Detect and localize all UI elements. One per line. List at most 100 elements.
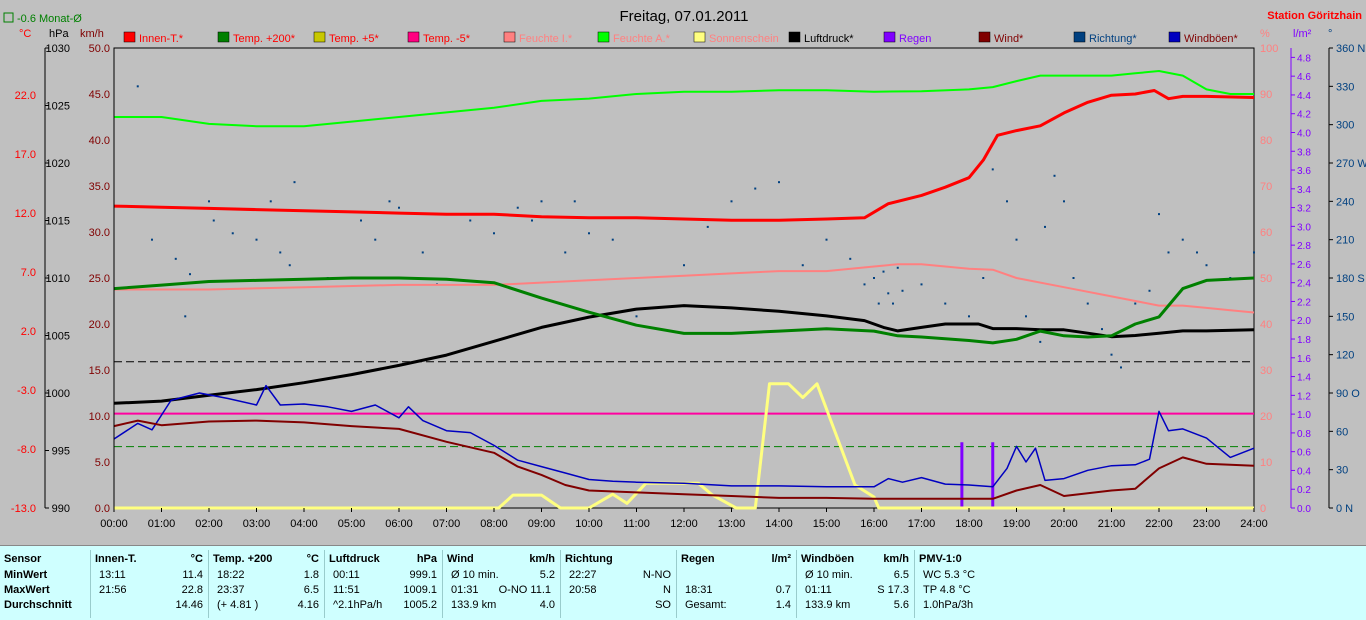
direction-point (189, 273, 191, 276)
rain-tick-label: 4.6 (1297, 72, 1311, 83)
x-tick-label: 03:00 (243, 518, 271, 530)
direction-tick-label: 90 O (1336, 388, 1360, 400)
direction-point (1086, 302, 1089, 305)
humidity-tick-label: 70 (1260, 181, 1272, 193)
stats-header-row: Regen l/m² (681, 552, 791, 567)
rain-tick-label: 1.2 (1297, 391, 1311, 402)
rain-tick-label: 1.0 (1297, 410, 1311, 421)
stats-cell-label: 01:11 (805, 584, 832, 596)
stats-cell-value: 0.7 (775, 584, 791, 596)
stats-row: Gesamt: 1.4 (681, 598, 791, 613)
direction-tick-label: 180 S (1336, 273, 1365, 285)
stats-header-row: Sensor (4, 552, 84, 567)
rain-tick-label: 4.2 (1297, 110, 1311, 121)
stats-cell-label: Ø 10 min. (451, 569, 499, 581)
temp-tick-label: 12.0 (15, 208, 36, 220)
legend-label: Luftdruck* (804, 33, 854, 45)
stats-row: 01:11 S 17.3 (801, 583, 909, 598)
reference-lines (114, 361, 1254, 448)
direction-tick-label: 30 (1336, 465, 1348, 477)
stats-cell-label: 13:11 (99, 569, 126, 581)
direction-tick-label: 120 (1336, 350, 1354, 362)
direction-point (1253, 251, 1255, 254)
weather-chart: 22.017.012.07.02.0-3.0-8.0-13.0103010251… (3, 8, 1366, 530)
stats-cell-label: 01:31 (451, 584, 479, 596)
stats-row: SO (565, 598, 671, 613)
direction-tick-label: 240 (1336, 196, 1354, 208)
temp-tick-label: -8.0 (17, 444, 36, 456)
unit-humidity: % (1260, 28, 1270, 40)
stats-cell-value: 4.0 (539, 599, 555, 611)
direction-point (1167, 251, 1170, 254)
stats-header-row: PMV-1:0 (919, 552, 1009, 567)
stats-header-row: Wind km/h (447, 552, 555, 567)
stats-row: 13:11 11.4 (95, 568, 203, 583)
pressure-tick-label: 1015 (46, 216, 70, 228)
stats-column: Sensor MinWert MaxWert Durchschnitt (0, 550, 90, 618)
rain-tick-label: 1.4 (1297, 373, 1311, 384)
direction-point (1025, 315, 1027, 318)
direction-point (293, 181, 296, 184)
direction-tick-label: 330 (1336, 81, 1354, 93)
wind-tick-label: 15.0 (89, 365, 110, 377)
unit-temp: °C (19, 28, 31, 40)
stats-column: Temp. +200 °C 18:22 1.8 23:37 6.5 (+ 4.81 ) 4.1… (208, 550, 325, 618)
stats-cell-label: 00:11 (333, 569, 360, 581)
stats-row: Ø 10 min. 5.2 (447, 568, 555, 583)
direction-point (892, 302, 894, 305)
stats-cell-label: WC 5.3 °C (923, 569, 976, 581)
stats-cell-label: 23:37 (217, 584, 245, 596)
stats-row: MaxWert (4, 583, 84, 598)
wind-tick-label: 5.0 (95, 457, 110, 469)
legend-swatch (313, 31, 326, 43)
direction-point (516, 206, 519, 209)
legend-label: Richtung* (1089, 33, 1137, 45)
stats-cell-value: 1.8 (303, 569, 319, 581)
humidity-tick-label: 50 (1260, 273, 1272, 285)
stats-row: 20:58 N (565, 583, 671, 598)
stats-header-title: Innen-T. (95, 553, 137, 565)
series-line-windb-en- (113, 384, 1255, 488)
temp-tick-label: -13.0 (11, 503, 36, 515)
direction-tick-label: 60 (1336, 426, 1348, 438)
x-tick-label: 12:00 (670, 518, 698, 530)
stats-cell-label: Ø 10 min. (805, 569, 853, 581)
direction-point (1015, 238, 1018, 241)
legend-swatch (1073, 31, 1086, 43)
x-tick-label: 07:00 (433, 518, 461, 530)
x-tick-label: 23:00 (1193, 518, 1221, 530)
direction-tick-label: 270 W (1336, 158, 1366, 170)
legend-label: Windböen* (1184, 33, 1239, 45)
monthly-avg-icon (3, 12, 14, 23)
x-tick-label: 00:00 (100, 518, 128, 530)
stats-row: 18:22 1.8 (213, 568, 319, 583)
direction-point (288, 264, 291, 267)
left-axes: 22.0 17.0 12.0 7.0 2.0 -3.0 -8.0 -13.0 1030 1025 1… (11, 43, 115, 515)
x-tick-label: 08:00 (480, 518, 508, 530)
direction-point (730, 200, 733, 203)
stats-header-row: Windböen km/h (801, 552, 909, 567)
rain-tick-label: 2.8 (1297, 241, 1311, 252)
stats-cell-value: S 17.3 (877, 584, 909, 596)
legend-swatch (978, 31, 991, 43)
stats-cell-label: 133.9 km (805, 599, 851, 611)
humidity-tick-label: 60 (1260, 227, 1272, 239)
stats-header-title: Temp. +200 (213, 553, 273, 565)
direction-point (1120, 366, 1122, 369)
legend-label: Temp. -5* (423, 33, 471, 45)
direction-point (531, 219, 533, 222)
stats-cell-label: (+ 4.81 ) (217, 599, 259, 611)
direction-point (279, 251, 282, 254)
wind-tick-label: 0.0 (95, 503, 110, 515)
humidity-tick-label: 0 (1260, 503, 1266, 515)
stats-cell-value: 4.16 (297, 599, 319, 611)
humidity-tick-label: 10 (1260, 457, 1272, 469)
direction-point (887, 292, 890, 295)
humidity-tick-label: 40 (1260, 319, 1272, 331)
stats-cell-label: ^2.1hPa/h (333, 599, 383, 611)
wind-tick-label: 30.0 (89, 227, 110, 239)
temp-tick-label: 22.0 (15, 90, 36, 102)
stats-header-title: Richtung (565, 553, 613, 565)
stats-cell-label: 1.0hPa/3h (923, 599, 974, 611)
stats-cell-value: 1.4 (775, 599, 791, 611)
